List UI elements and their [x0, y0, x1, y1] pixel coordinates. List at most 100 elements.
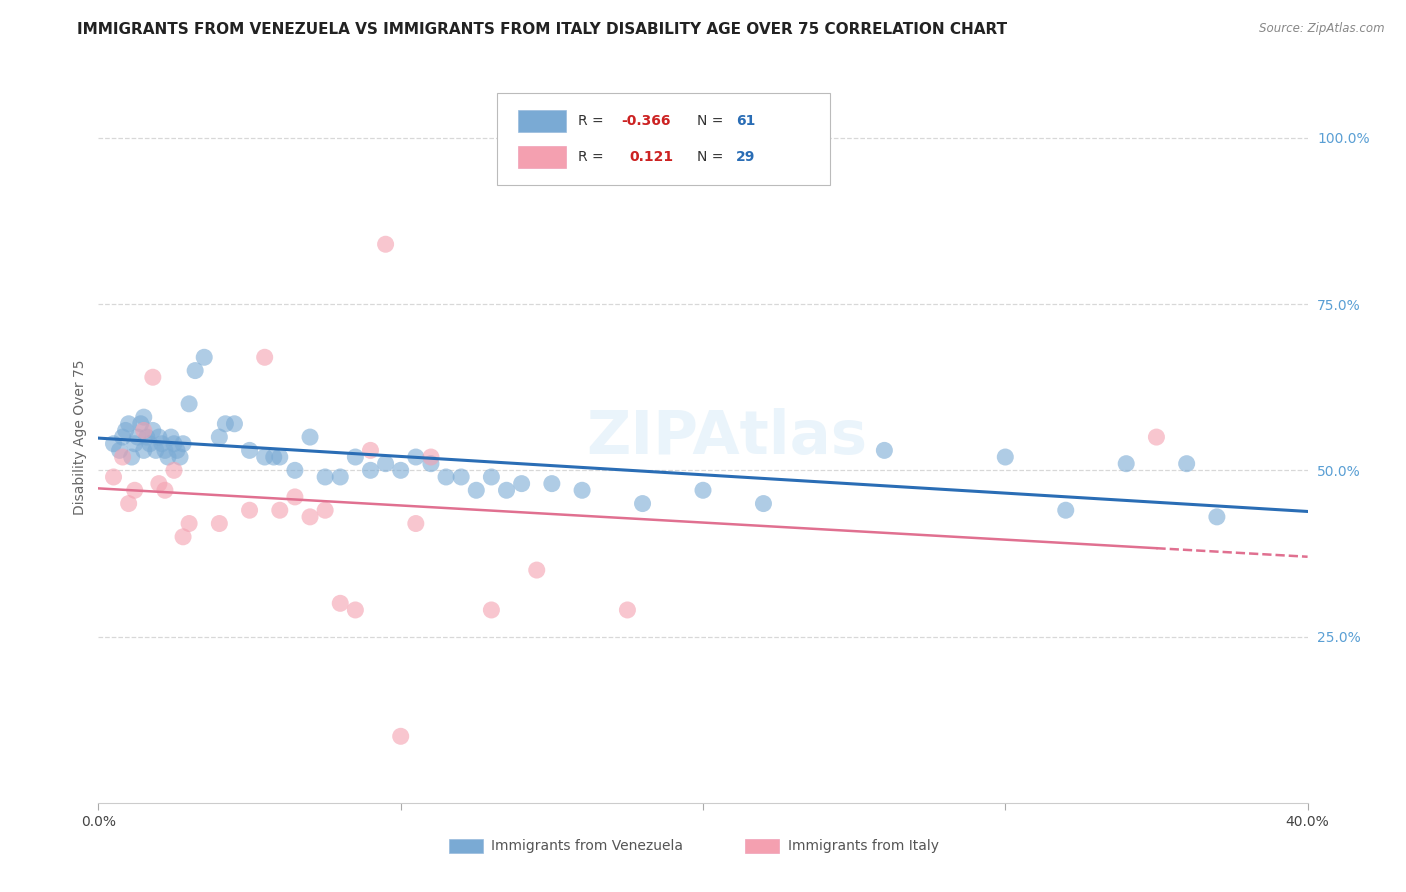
- Point: [389, 463, 412, 477]
- Point: [344, 603, 367, 617]
- Point: [1175, 457, 1198, 471]
- Point: [420, 450, 443, 464]
- Point: [160, 430, 183, 444]
- Point: [132, 424, 155, 438]
- Point: [374, 237, 396, 252]
- Point: [172, 530, 194, 544]
- Point: [510, 476, 533, 491]
- Point: [314, 470, 336, 484]
- Point: [873, 443, 896, 458]
- Point: [224, 417, 246, 431]
- Point: [481, 470, 503, 484]
- Point: [481, 603, 503, 617]
- Point: [103, 436, 125, 450]
- Point: [124, 483, 146, 498]
- Point: [465, 483, 488, 498]
- Point: [121, 450, 143, 464]
- Text: R =: R =: [578, 114, 609, 128]
- Point: [239, 443, 262, 458]
- Text: Immigrants from Venezuela: Immigrants from Venezuela: [492, 839, 683, 853]
- Text: 61: 61: [735, 114, 755, 128]
- Point: [124, 436, 146, 450]
- Point: [184, 363, 207, 377]
- Point: [571, 483, 593, 498]
- Point: [692, 483, 714, 498]
- Point: [172, 436, 194, 450]
- Point: [752, 497, 775, 511]
- Point: [148, 476, 170, 491]
- Y-axis label: Disability Age Over 75: Disability Age Over 75: [73, 359, 87, 515]
- Point: [374, 457, 396, 471]
- Point: [631, 497, 654, 511]
- Point: [179, 397, 201, 411]
- Point: [193, 351, 215, 365]
- Point: [616, 603, 638, 617]
- Point: [1115, 457, 1137, 471]
- Point: [239, 503, 262, 517]
- Point: [329, 596, 352, 610]
- Point: [127, 430, 149, 444]
- Point: [299, 509, 322, 524]
- Point: [263, 450, 285, 464]
- Point: [156, 450, 179, 464]
- Point: [405, 450, 427, 464]
- Point: [540, 476, 562, 491]
- Point: [526, 563, 548, 577]
- Point: [135, 430, 157, 444]
- Text: 0.121: 0.121: [630, 150, 673, 164]
- FancyBboxPatch shape: [745, 839, 779, 853]
- Point: [118, 497, 141, 511]
- Text: IMMIGRANTS FROM VENEZUELA VS IMMIGRANTS FROM ITALY DISABILITY AGE OVER 75 CORREL: IMMIGRANTS FROM VENEZUELA VS IMMIGRANTS …: [77, 22, 1008, 37]
- Point: [389, 729, 412, 743]
- FancyBboxPatch shape: [517, 110, 567, 132]
- Text: N =: N =: [697, 150, 728, 164]
- Point: [329, 470, 352, 484]
- Point: [179, 516, 201, 531]
- Text: ZIPAtlas: ZIPAtlas: [586, 408, 868, 467]
- Point: [253, 351, 276, 365]
- Text: N =: N =: [697, 114, 728, 128]
- Point: [420, 457, 443, 471]
- Point: [253, 450, 276, 464]
- Point: [111, 430, 134, 444]
- Point: [132, 410, 155, 425]
- Point: [166, 443, 188, 458]
- Point: [163, 463, 186, 477]
- Point: [214, 417, 236, 431]
- Text: R =: R =: [578, 150, 609, 164]
- Point: [360, 443, 382, 458]
- FancyBboxPatch shape: [517, 146, 567, 168]
- Point: [344, 450, 367, 464]
- Point: [129, 417, 152, 431]
- Point: [314, 503, 336, 517]
- Point: [150, 436, 173, 450]
- Point: [139, 436, 162, 450]
- Point: [1144, 430, 1167, 444]
- Point: [284, 463, 307, 477]
- Point: [208, 516, 231, 531]
- Point: [269, 450, 291, 464]
- Point: [1054, 503, 1077, 517]
- Text: Immigrants from Italy: Immigrants from Italy: [787, 839, 939, 853]
- Point: [1206, 509, 1229, 524]
- Point: [142, 424, 165, 438]
- Point: [108, 443, 131, 458]
- Point: [360, 463, 382, 477]
- FancyBboxPatch shape: [498, 94, 830, 185]
- Point: [994, 450, 1017, 464]
- Text: -0.366: -0.366: [621, 114, 671, 128]
- Text: 29: 29: [735, 150, 755, 164]
- Point: [153, 483, 176, 498]
- Point: [114, 424, 136, 438]
- Point: [118, 417, 141, 431]
- Point: [495, 483, 517, 498]
- FancyBboxPatch shape: [449, 839, 482, 853]
- Point: [142, 370, 165, 384]
- Point: [153, 443, 176, 458]
- Point: [103, 470, 125, 484]
- Point: [169, 450, 191, 464]
- Point: [434, 470, 457, 484]
- Point: [450, 470, 472, 484]
- Point: [145, 443, 167, 458]
- Text: Source: ZipAtlas.com: Source: ZipAtlas.com: [1260, 22, 1385, 36]
